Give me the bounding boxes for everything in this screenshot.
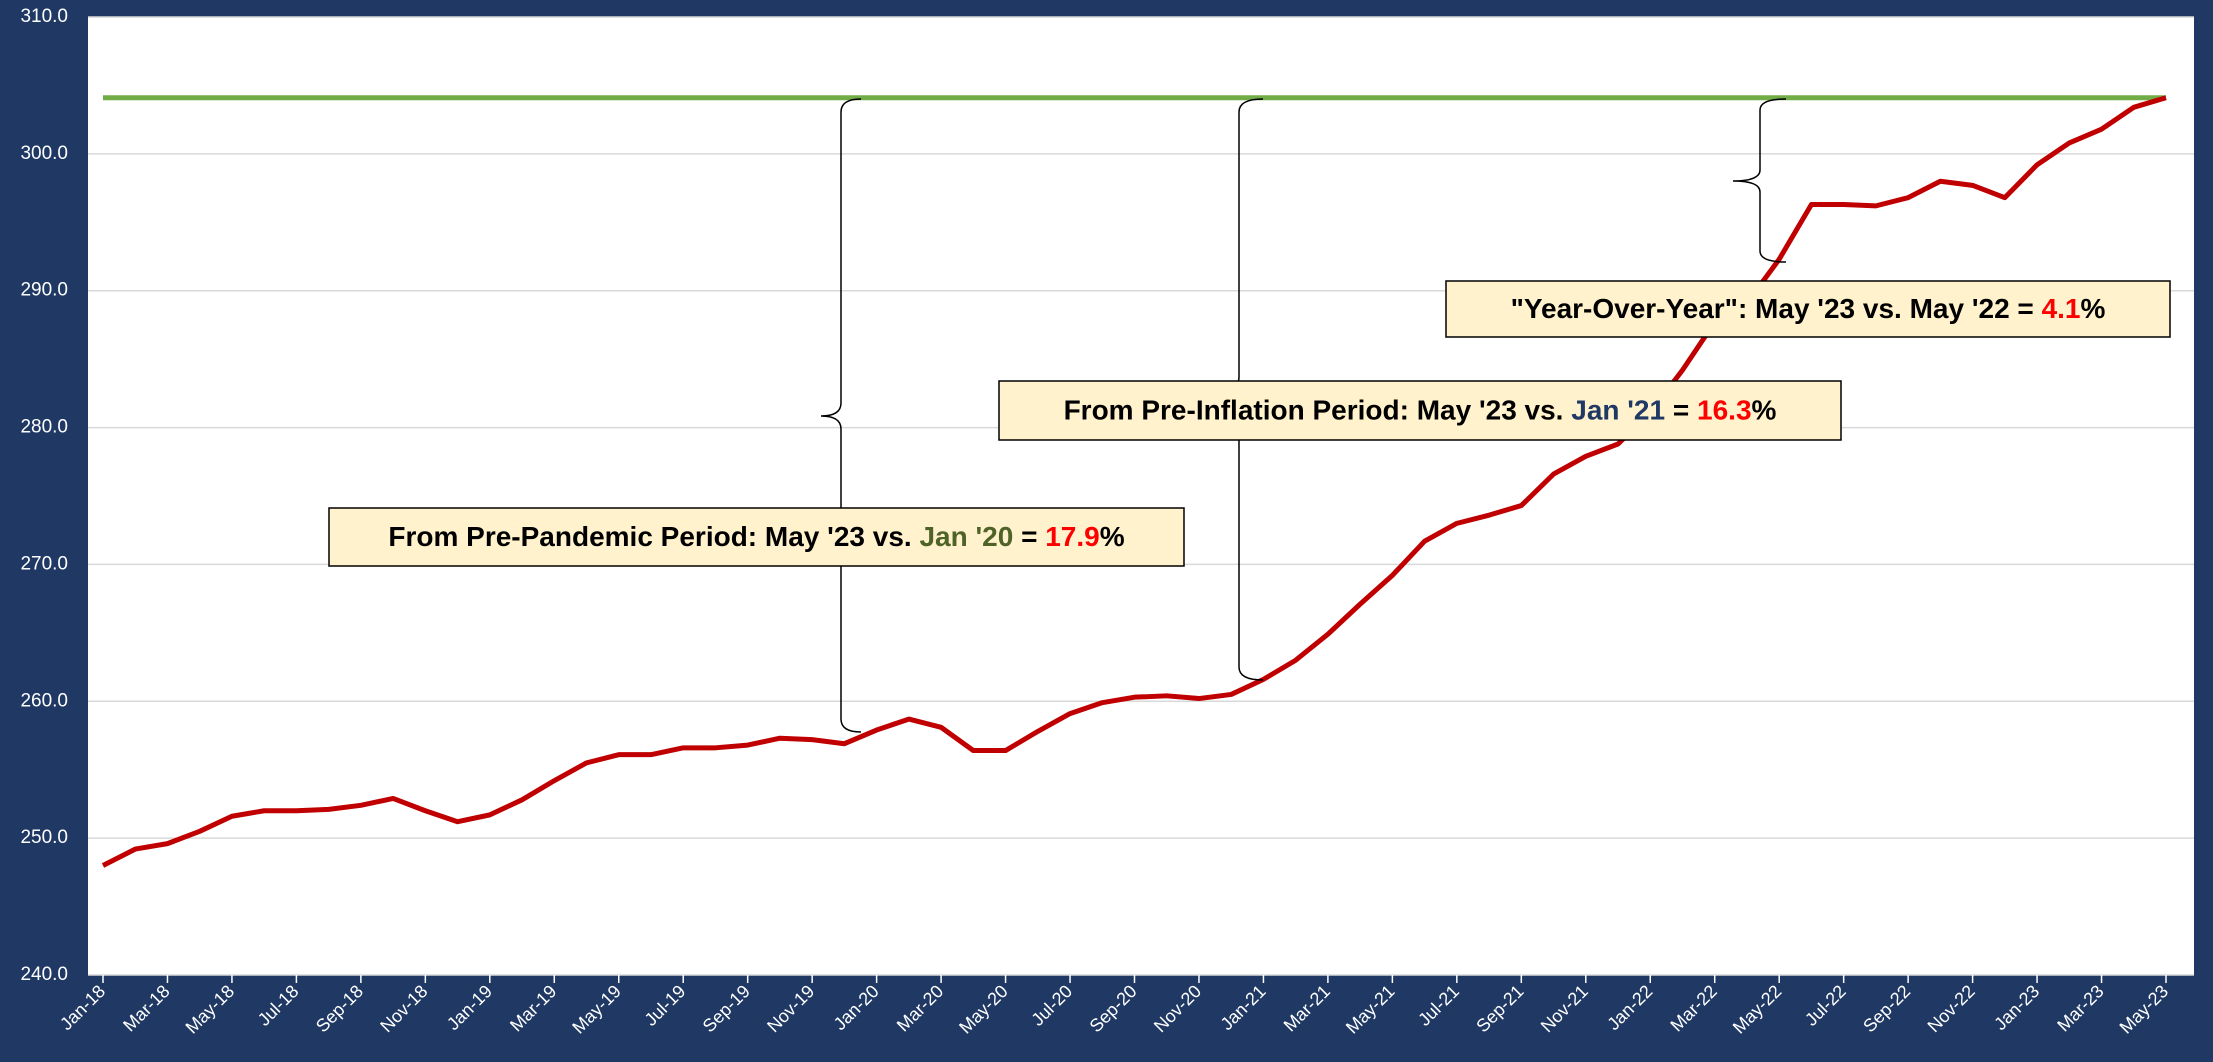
x-tick-label: Sep-22 [1859,981,1914,1036]
x-tick-label: Mar-22 [1666,981,1720,1035]
annotation-box [998,380,1842,441]
x-tick-label: May-18 [182,981,239,1038]
annotation-part: 4.1 [2042,293,2081,324]
annotation-part: 16.3 [1697,395,1752,426]
x-tick-label: Jul-22 [1801,981,1850,1030]
annotation: From Pre-Pandemic Period: May '23 vs. Ja… [388,521,1124,552]
y-tick-label: 260.0 [20,690,68,711]
annotation-part: = [1013,521,1045,552]
x-tick-label: Sep-21 [1472,981,1527,1036]
annotation-part: % [1752,395,1777,426]
x-tick-label: May-20 [955,981,1012,1038]
annotation-part: "Year-Over-Year": May '23 vs. May '22 = [1511,293,2042,324]
x-tick-label: May-22 [1729,981,1786,1038]
annotation-part: From Pre-Inflation Period: May '23 vs. [1064,395,1572,426]
x-tick-label: Nov-19 [763,981,818,1036]
x-tick-label: Jul-18 [254,981,303,1030]
x-tick-label: Jan-19 [443,981,496,1034]
x-tick-label: May-19 [568,981,625,1038]
annotation-part: From Pre-Pandemic Period: May '23 vs. [388,521,919,552]
x-tick-label: Mar-19 [506,981,560,1035]
brace [1732,98,1787,263]
brace [820,98,862,733]
y-tick-label: 240.0 [20,964,68,985]
x-tick-label: Jan-18 [56,981,109,1034]
annotation-part: Jan '20 [919,521,1013,552]
x-tick-label: Mar-21 [1280,981,1334,1035]
plot-area [88,17,2194,975]
x-tick-label: Mar-18 [119,981,173,1035]
annotation-part: = [1665,395,1697,426]
x-tick-label: Jan-22 [1603,981,1656,1034]
x-tick-label: May-21 [1342,981,1399,1038]
x-tick-label: Sep-19 [699,981,754,1036]
y-tick-label: 300.0 [20,143,68,164]
annotation: "Year-Over-Year": May '23 vs. May '22 = … [1511,293,2106,324]
x-tick-label: Nov-18 [376,981,431,1036]
annotation-box [1445,280,2171,338]
x-tick-label: Jul-20 [1027,981,1076,1030]
x-tick-label: Jul-19 [641,981,690,1030]
x-tick-label: Mar-20 [893,981,947,1035]
x-tick-label: Jan-23 [1990,981,2043,1034]
x-tick-label: Nov-22 [1924,981,1979,1036]
x-tick-label: Sep-18 [312,981,367,1036]
x-tick-label: Nov-21 [1537,981,1592,1036]
x-tick-label: Mar-23 [2053,981,2107,1035]
annotation-part: Jan '21 [1571,395,1665,426]
y-tick-label: 270.0 [20,553,68,574]
annotation-box [328,507,1185,567]
y-tick-label: 310.0 [20,6,68,27]
x-tick-label: Nov-20 [1150,981,1205,1036]
y-tick-label: 250.0 [20,827,68,848]
annotation-part: % [2081,293,2106,324]
x-tick-label: May-23 [2116,981,2173,1038]
series-line [101,95,2167,868]
x-tick-label: Jan-21 [1217,981,1270,1034]
annotation: From Pre-Inflation Period: May '23 vs. J… [1064,395,1777,426]
annotation-part: 17.9 [1045,521,1100,552]
x-tick-label: Sep-20 [1085,981,1140,1036]
y-tick-label: 290.0 [20,280,68,301]
x-tick-label: Jul-21 [1414,981,1463,1030]
annotation-part: % [1100,521,1125,552]
x-tick-label: Jan-20 [830,981,883,1034]
y-tick-label: 280.0 [20,417,68,438]
